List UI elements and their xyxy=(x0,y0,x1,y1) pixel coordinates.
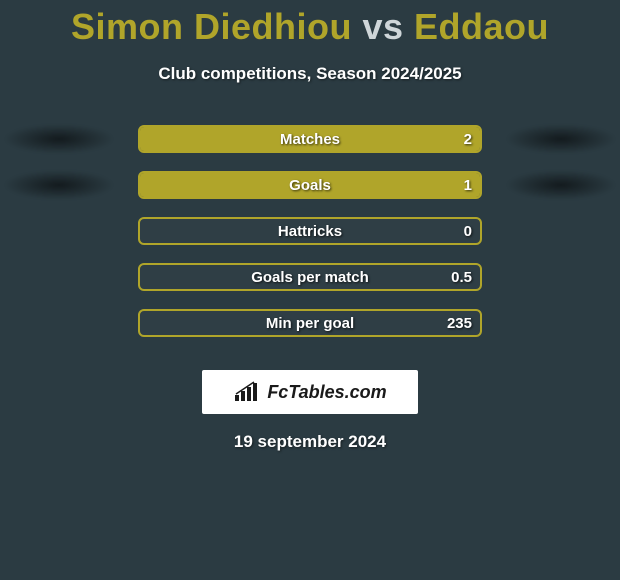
shadow-ellipse-left xyxy=(4,124,114,154)
stats-container: Matches2Goals1Hattricks0Goals per match0… xyxy=(0,116,620,346)
stat-value: 1 xyxy=(464,173,472,197)
stat-value: 0 xyxy=(464,219,472,243)
stat-row: Goals per match0.5 xyxy=(0,254,620,300)
page-title: Simon Diedhiou vs Eddaou xyxy=(0,0,620,48)
subtitle: Club competitions, Season 2024/2025 xyxy=(0,64,620,84)
date-text: 19 september 2024 xyxy=(0,432,620,452)
stat-label: Goals per match xyxy=(140,265,480,289)
stat-row: Matches2 xyxy=(0,116,620,162)
stat-bar: Hattricks0 xyxy=(138,217,482,245)
stat-row: Min per goal235 xyxy=(0,300,620,346)
vs-text: vs xyxy=(362,6,403,47)
shadow-ellipse-right xyxy=(506,170,616,200)
stat-label: Goals xyxy=(140,173,480,197)
shadow-ellipse-right xyxy=(506,124,616,154)
player1-name: Simon Diedhiou xyxy=(71,6,352,47)
stat-label: Min per goal xyxy=(140,311,480,335)
fctables-logo: FcTables.com xyxy=(202,370,418,414)
stat-value: 2 xyxy=(464,127,472,151)
stat-bar: Goals1 xyxy=(138,171,482,199)
logo-text: FcTables.com xyxy=(267,382,386,403)
stat-bar: Min per goal235 xyxy=(138,309,482,337)
stat-label: Hattricks xyxy=(140,219,480,243)
stat-bar: Goals per match0.5 xyxy=(138,263,482,291)
stat-label: Matches xyxy=(140,127,480,151)
stat-value: 235 xyxy=(447,311,472,335)
stat-row: Hattricks0 xyxy=(0,208,620,254)
player2-name: Eddaou xyxy=(414,6,549,47)
shadow-ellipse-left xyxy=(4,170,114,200)
stat-row: Goals1 xyxy=(0,162,620,208)
chart-icon xyxy=(233,381,261,403)
stat-value: 0.5 xyxy=(451,265,472,289)
stat-bar: Matches2 xyxy=(138,125,482,153)
